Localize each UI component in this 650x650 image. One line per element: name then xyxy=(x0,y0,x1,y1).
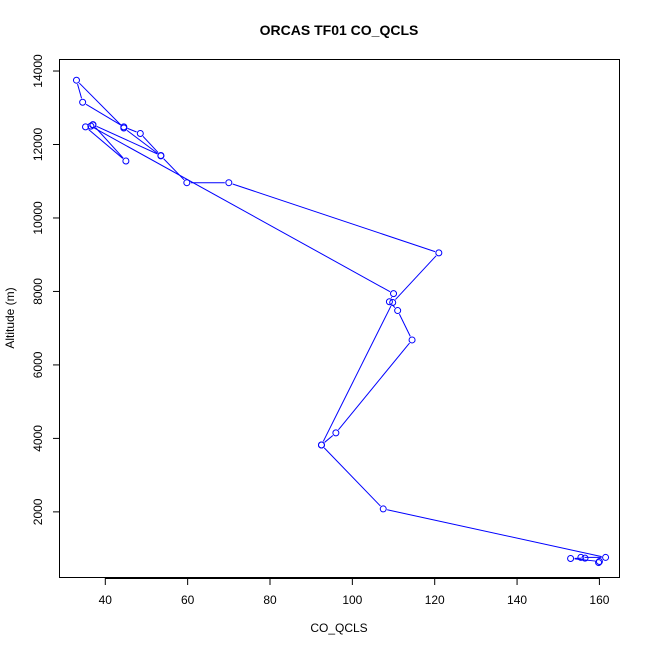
series-line-segment xyxy=(324,435,334,443)
data-point xyxy=(89,121,97,129)
y-axis: 2000 4000 6000 8000 10000 12000 14000 xyxy=(31,54,60,525)
series-line-segment xyxy=(163,158,185,181)
series-line-segment xyxy=(96,125,158,155)
data-point xyxy=(157,152,165,160)
y-axis-label: Altitude (m) xyxy=(3,287,17,348)
data-point xyxy=(136,129,144,137)
data-point xyxy=(332,429,340,437)
x-tick-label: 60 xyxy=(181,593,195,607)
y-tick-label: 6000 xyxy=(31,351,45,378)
series-line-segment xyxy=(94,127,391,293)
x-tick-label: 160 xyxy=(589,593,609,607)
data-point xyxy=(82,123,90,131)
data-point xyxy=(385,298,393,306)
y-tick-label: 8000 xyxy=(31,278,45,305)
data-point xyxy=(120,124,128,132)
data-point xyxy=(581,554,589,562)
data-point xyxy=(577,553,585,561)
series-line-segment xyxy=(88,129,124,159)
series-line-segment xyxy=(142,136,159,153)
series-line-segment xyxy=(77,83,83,99)
series-line-segment xyxy=(85,103,121,126)
series-line-segment xyxy=(387,509,602,558)
x-tick-label: 80 xyxy=(263,593,277,607)
x-tick-label: 40 xyxy=(99,593,113,607)
y-tick-label: 14000 xyxy=(31,54,45,88)
data-point xyxy=(394,307,402,315)
data-point xyxy=(79,98,87,106)
data-point xyxy=(390,290,398,298)
series-line-segment xyxy=(322,305,392,442)
data-point xyxy=(408,336,416,344)
data-point xyxy=(602,553,610,561)
data-point xyxy=(389,298,397,306)
data-point xyxy=(122,157,130,165)
chart-title: ORCAS TF01 CO_QCLS xyxy=(260,22,419,38)
data-point xyxy=(435,249,443,257)
series-line-segment xyxy=(126,129,158,154)
series-line-segment xyxy=(398,313,411,337)
data-point xyxy=(379,505,387,513)
series-line-segment xyxy=(232,183,436,253)
series-line-segment xyxy=(395,255,437,300)
y-tick-label: 4000 xyxy=(31,425,45,452)
data-point xyxy=(317,441,325,449)
data-point xyxy=(72,76,80,84)
series-layer xyxy=(72,76,610,567)
series-line-segment xyxy=(323,447,381,507)
x-tick-label: 140 xyxy=(507,593,527,607)
x-axis-label: CO_QCLS xyxy=(310,621,367,635)
x-tick-label: 100 xyxy=(342,593,362,607)
x-tick-label: 120 xyxy=(425,593,445,607)
x-axis: 40 60 80 100 120 140 160 xyxy=(99,578,610,607)
data-point xyxy=(183,179,191,187)
y-tick-label: 12000 xyxy=(31,127,45,161)
series-line-segment xyxy=(95,127,124,159)
data-point xyxy=(595,557,603,565)
data-point xyxy=(567,555,575,563)
y-tick-label: 10000 xyxy=(31,201,45,235)
y-tick-label: 2000 xyxy=(31,498,45,525)
data-point xyxy=(225,179,233,187)
series-line-segment xyxy=(78,82,122,126)
series-line-segment xyxy=(127,127,137,133)
series-line-segment xyxy=(338,342,410,431)
data-point xyxy=(595,559,603,567)
